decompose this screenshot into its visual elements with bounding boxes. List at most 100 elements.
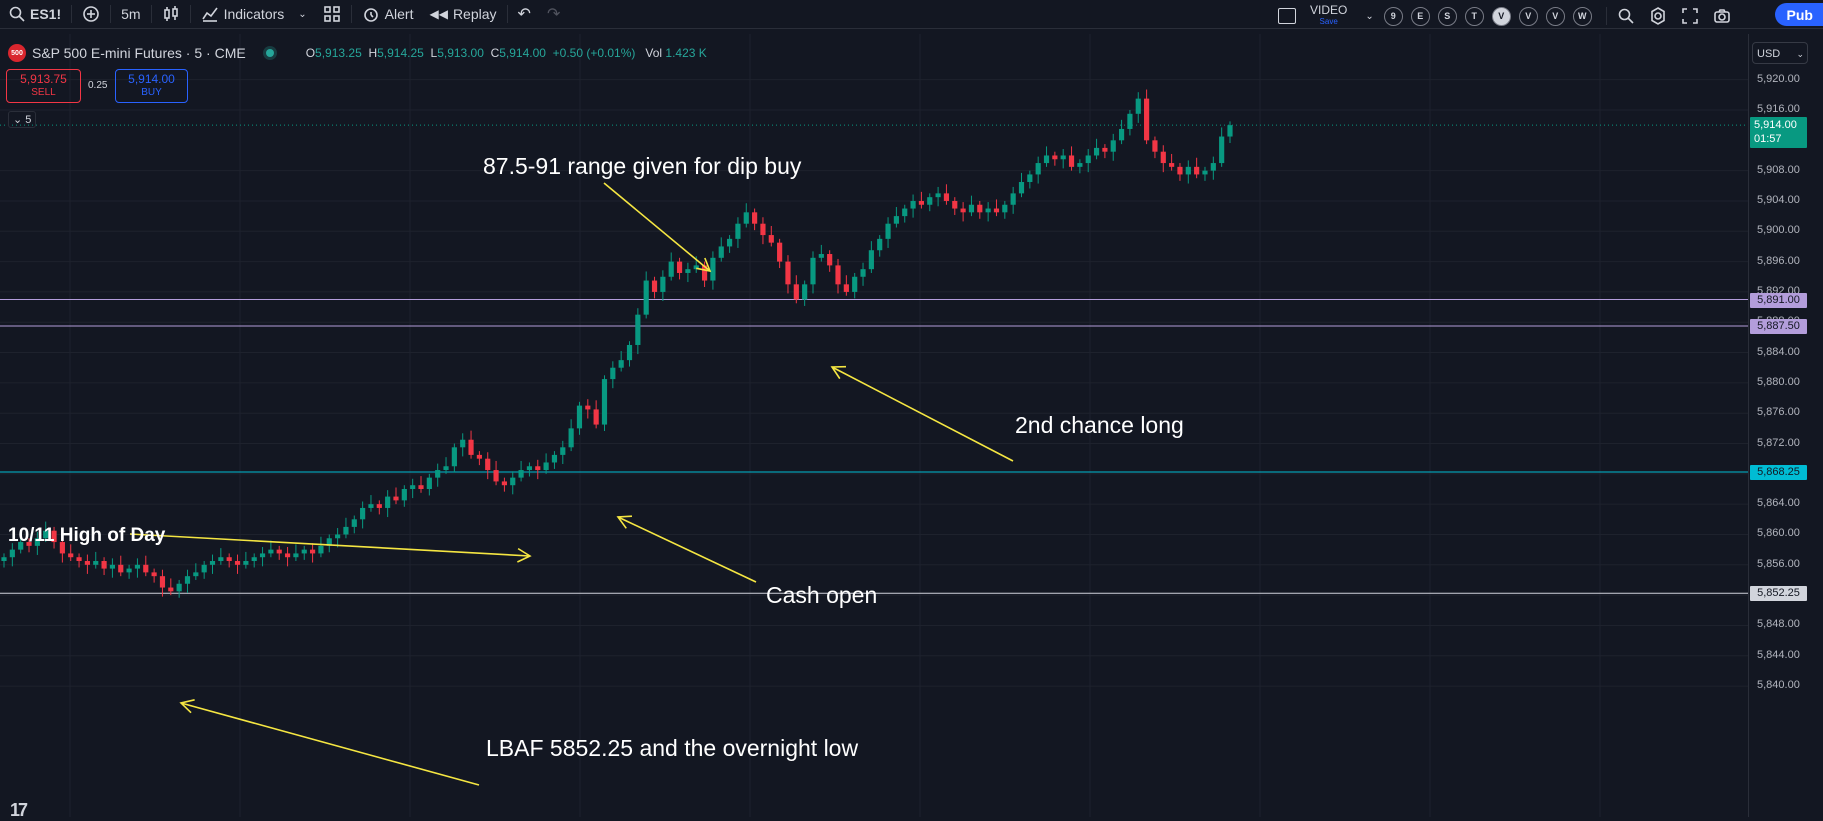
candle bbox=[877, 238, 883, 251]
arrow-second-chance bbox=[831, 366, 1014, 462]
close-value: 5,914.00 bbox=[499, 46, 546, 60]
candle bbox=[418, 485, 424, 489]
symbol-search[interactable]: ES1! bbox=[0, 0, 69, 28]
sell-label: SELL bbox=[31, 87, 56, 98]
candle bbox=[760, 223, 766, 236]
sell-button[interactable]: 5,913.75 SELL bbox=[6, 69, 81, 103]
redo-button[interactable]: ↷ bbox=[539, 0, 568, 28]
alert-button[interactable]: Alert bbox=[354, 0, 422, 28]
indicators-button[interactable]: Indicators ⌄ bbox=[193, 0, 315, 28]
candle bbox=[543, 462, 549, 471]
candle bbox=[843, 284, 849, 292]
chart-type-button[interactable] bbox=[154, 0, 188, 28]
candle bbox=[693, 265, 699, 270]
quick-interval-9-0[interactable]: 9 bbox=[1383, 6, 1403, 26]
candle bbox=[902, 208, 908, 217]
candle bbox=[551, 454, 558, 463]
candle bbox=[735, 223, 741, 239]
candle bbox=[301, 549, 307, 554]
quick-interval-v-5[interactable]: V bbox=[1518, 6, 1538, 26]
candle bbox=[618, 360, 624, 368]
candle bbox=[1152, 140, 1158, 152]
annotation-second-chance: 2nd chance long bbox=[1015, 412, 1184, 438]
buy-label: BUY bbox=[141, 87, 162, 98]
candle bbox=[668, 261, 674, 277]
candle bbox=[193, 572, 199, 577]
quick-search-icon[interactable] bbox=[1617, 7, 1635, 25]
candle bbox=[802, 284, 808, 300]
currency-label: USD bbox=[1757, 48, 1781, 60]
candle bbox=[1110, 140, 1116, 152]
volume-label: Vol bbox=[645, 46, 663, 60]
candle bbox=[410, 485, 416, 489]
price-chart[interactable] bbox=[0, 34, 1748, 817]
video-save-button[interactable]: VIDEO Save bbox=[1310, 3, 1348, 27]
compare-button[interactable] bbox=[74, 0, 108, 28]
quick-interval-v-4[interactable]: V bbox=[1491, 6, 1511, 26]
instrument-title[interactable]: S&P 500 E-mini Futures · 5 · CME bbox=[32, 45, 246, 61]
layouts-button[interactable] bbox=[315, 0, 349, 28]
buy-price: 5,914.00 bbox=[128, 72, 175, 86]
candle bbox=[168, 587, 174, 592]
candle bbox=[59, 542, 65, 554]
quick-interval-t-3[interactable]: T bbox=[1464, 6, 1484, 26]
candle bbox=[68, 553, 74, 558]
publish-button[interactable]: Pub bbox=[1774, 3, 1823, 26]
quick-interval-e-1[interactable]: E bbox=[1410, 6, 1430, 26]
collapse-indicators-button[interactable]: ⌄ 5 bbox=[8, 111, 37, 128]
replay-button[interactable]: ◀◀ Replay bbox=[421, 0, 504, 28]
fullscreen-icon[interactable] bbox=[1681, 7, 1699, 25]
settings-gear-icon[interactable] bbox=[1649, 7, 1667, 25]
quick-interval-w-7[interactable]: W bbox=[1572, 6, 1592, 26]
grid-layout-icon bbox=[323, 5, 341, 23]
undo-icon: ↶ bbox=[517, 6, 531, 23]
candle bbox=[701, 265, 708, 281]
currency-select[interactable]: USD ⌄ bbox=[1752, 42, 1808, 64]
candle bbox=[1085, 155, 1091, 164]
level-price-tag[interactable]: 5,852.25 bbox=[1750, 586, 1807, 602]
candle bbox=[810, 257, 816, 285]
candle bbox=[1093, 147, 1100, 156]
candle bbox=[51, 530, 57, 543]
candle bbox=[485, 458, 491, 471]
quick-interval-s-2[interactable]: S bbox=[1437, 6, 1457, 26]
level-price-tag[interactable]: 5,891.00 bbox=[1750, 292, 1807, 308]
candle bbox=[468, 439, 474, 455]
candle bbox=[151, 572, 157, 577]
quick-interval-v-6[interactable]: V bbox=[1545, 6, 1565, 26]
candle bbox=[777, 242, 783, 262]
price-axis[interactable] bbox=[1748, 34, 1823, 817]
candle bbox=[601, 379, 608, 425]
price-tick-label: 5,840.00 bbox=[1757, 679, 1800, 692]
candle bbox=[318, 545, 324, 554]
candle bbox=[727, 238, 733, 247]
video-label: VIDEO bbox=[1310, 3, 1348, 17]
candle bbox=[660, 276, 666, 292]
interval-button[interactable]: 5m bbox=[121, 6, 141, 22]
candle bbox=[26, 542, 32, 546]
video-record-checkbox[interactable] bbox=[1278, 8, 1296, 24]
plus-circle-icon bbox=[82, 5, 100, 23]
candle bbox=[226, 557, 232, 562]
level-price-tag[interactable]: 5,868.25 bbox=[1750, 464, 1807, 480]
sell-price: 5,913.75 bbox=[20, 72, 67, 86]
candle bbox=[109, 564, 116, 569]
candle bbox=[176, 583, 182, 592]
camera-icon[interactable] bbox=[1713, 7, 1731, 25]
annotation-high-of-day: 10/11 High of Day bbox=[8, 525, 166, 546]
candle bbox=[218, 557, 224, 562]
arrow-high-of-day-head bbox=[517, 547, 532, 563]
candle bbox=[1043, 155, 1050, 164]
candle bbox=[977, 204, 983, 213]
indicator-count: 5 bbox=[25, 114, 32, 126]
candle bbox=[276, 549, 282, 554]
level-price-tag[interactable]: 5,887.50 bbox=[1750, 319, 1807, 335]
candle bbox=[460, 439, 466, 448]
buy-button[interactable]: 5,914.00 BUY bbox=[115, 69, 188, 103]
arrow-dip-buy-head bbox=[696, 257, 712, 273]
candle bbox=[343, 526, 349, 535]
chevron-down-icon[interactable]: ⌄ bbox=[1365, 10, 1374, 22]
candle bbox=[943, 193, 950, 201]
undo-button[interactable]: ↶ bbox=[510, 0, 539, 28]
